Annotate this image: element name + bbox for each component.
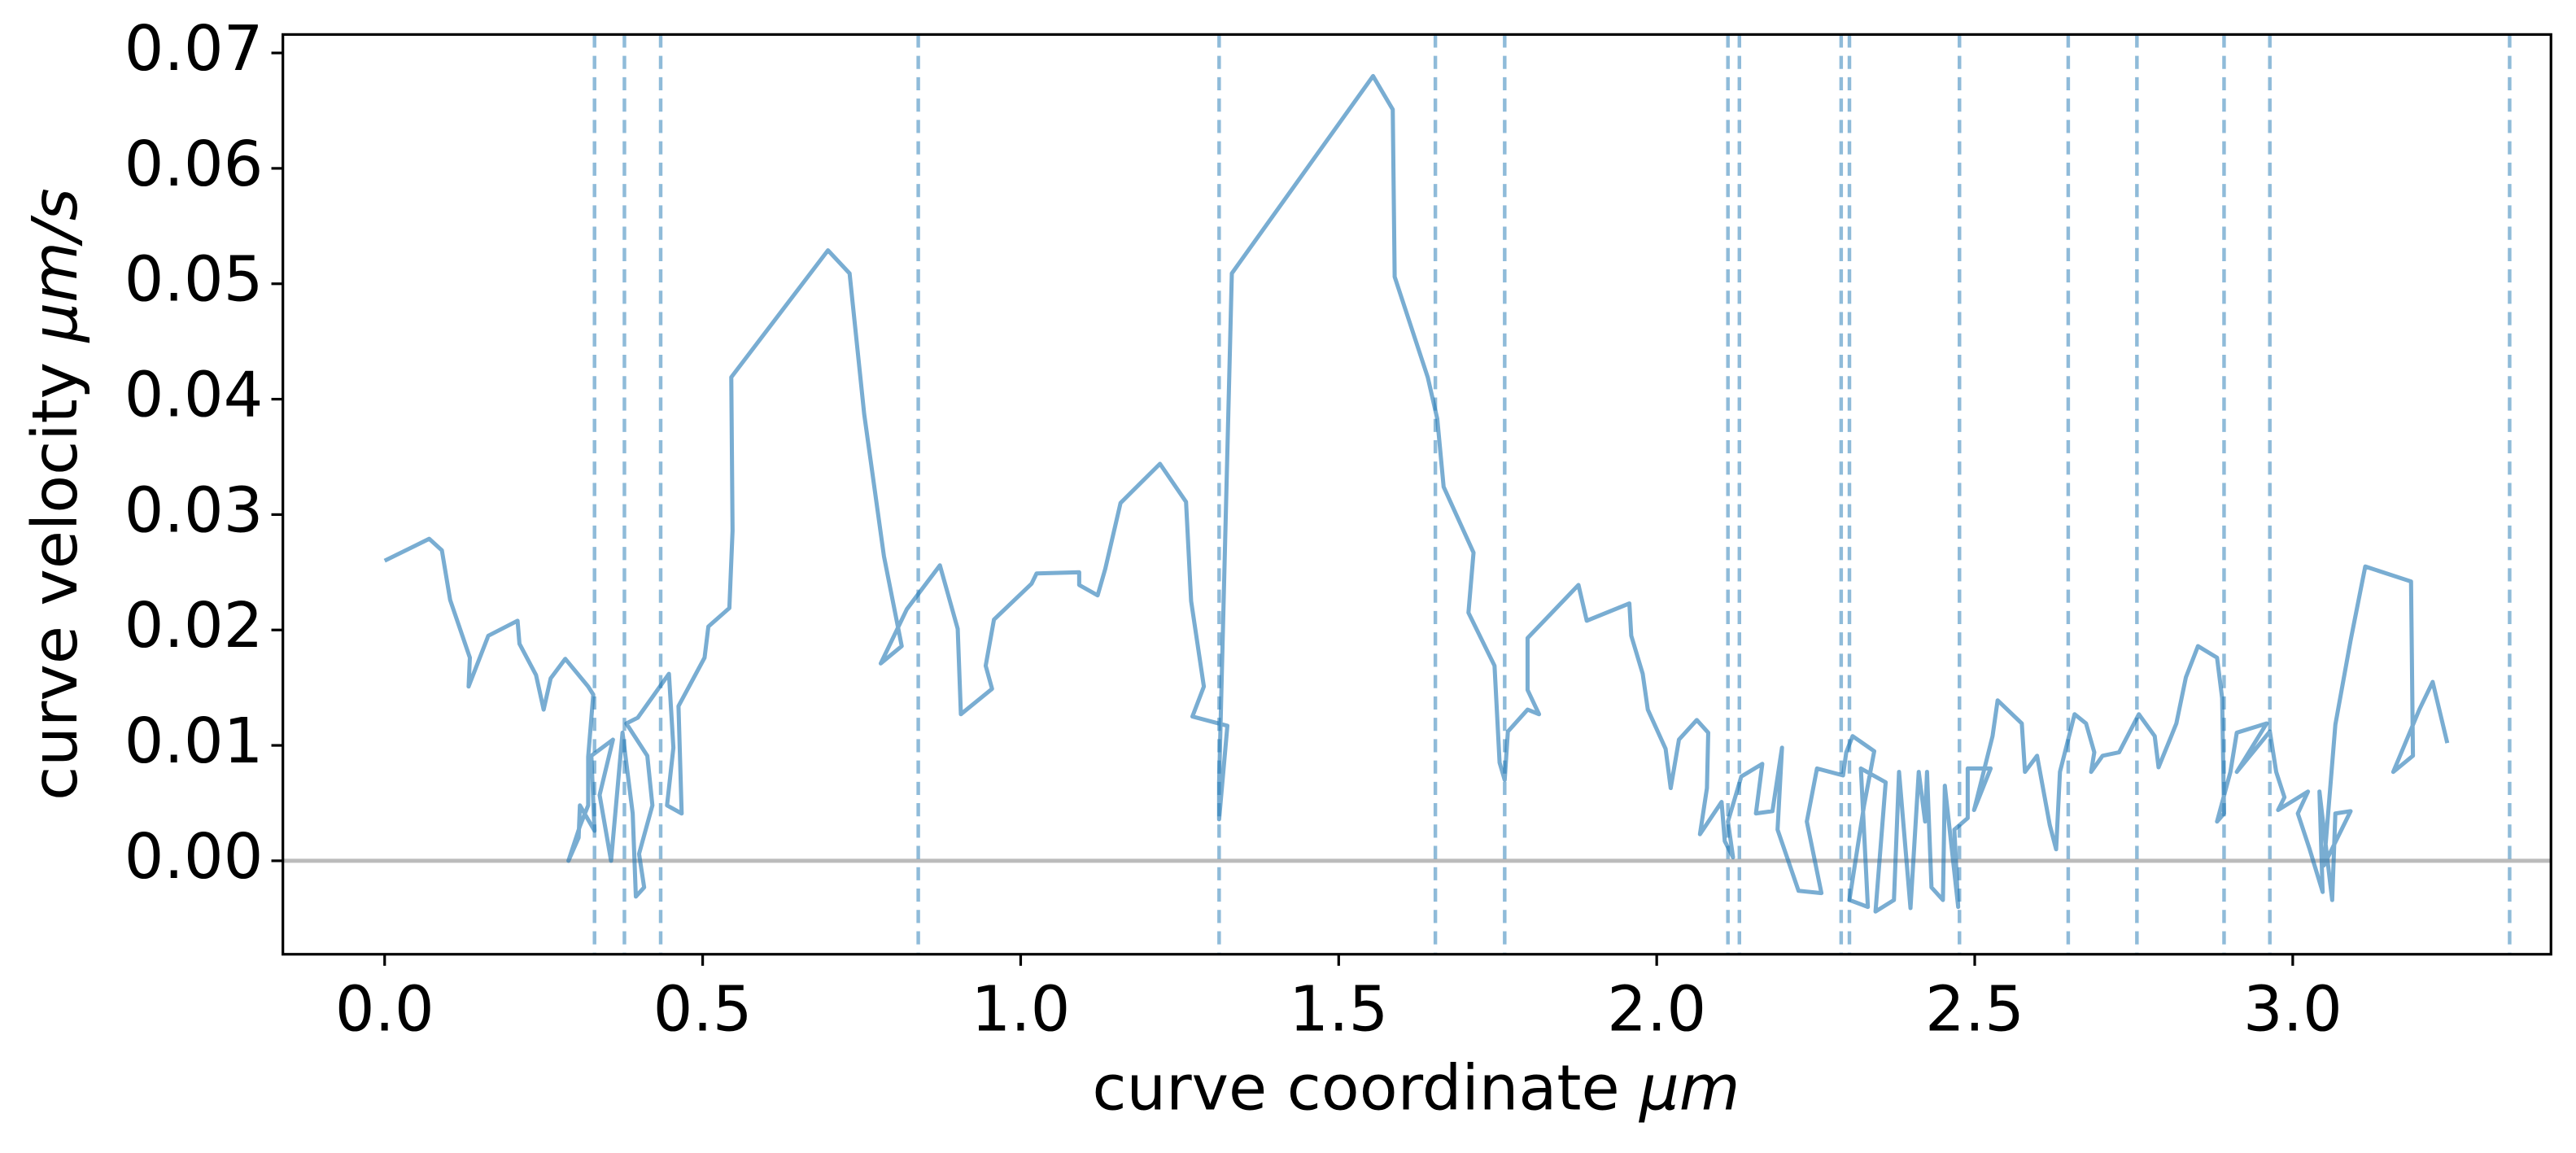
x-tick-label: 0.0: [335, 973, 434, 1046]
y-tick-label: 0.02: [124, 590, 264, 662]
x-tick-label: 1.5: [1289, 973, 1388, 1046]
y-axis-label-unit: μm/s: [20, 188, 92, 343]
axes-frame: [282, 33, 2552, 956]
y-tick-label: 0.05: [124, 244, 264, 317]
x-axis-label: curve coordinate μm: [1092, 1052, 1740, 1125]
plot-area: [282, 34, 2552, 954]
y-axis-label-text: curve velocity: [20, 362, 92, 801]
x-tick-label: 2.0: [1607, 973, 1706, 1046]
x-axis-label-text: curve coordinate: [1092, 1052, 1619, 1125]
y-tick-label: 0.07: [124, 13, 264, 85]
x-tick-label: 1.0: [971, 973, 1070, 1046]
data-line: [383, 73, 2450, 914]
x-tick-label: 0.5: [653, 973, 753, 1046]
x-tick-label: 3.0: [2243, 973, 2342, 1046]
y-axis-label: curve velocity μm/s: [20, 188, 92, 801]
x-tick-label: 2.5: [1925, 973, 2024, 1046]
y-tick-label: 0.04: [124, 360, 264, 432]
x-axis-label-unit: μm: [1638, 1052, 1740, 1125]
y-tick-label: 0.00: [124, 821, 264, 893]
y-tick-label: 0.01: [124, 705, 264, 778]
y-tick-label: 0.03: [124, 474, 264, 547]
y-tick-label: 0.06: [124, 129, 264, 201]
